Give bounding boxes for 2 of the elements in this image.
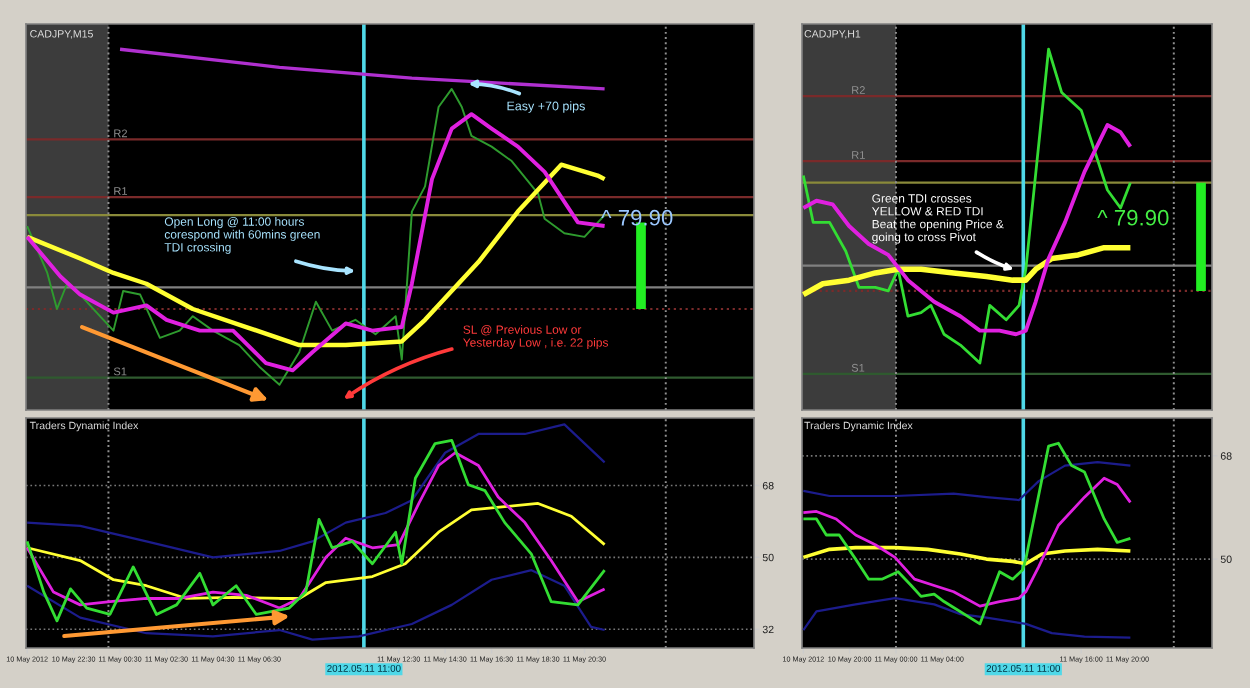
annotation: ^ 79.90 [601,209,673,226]
annotation: ^ 79.90 [1097,209,1169,226]
